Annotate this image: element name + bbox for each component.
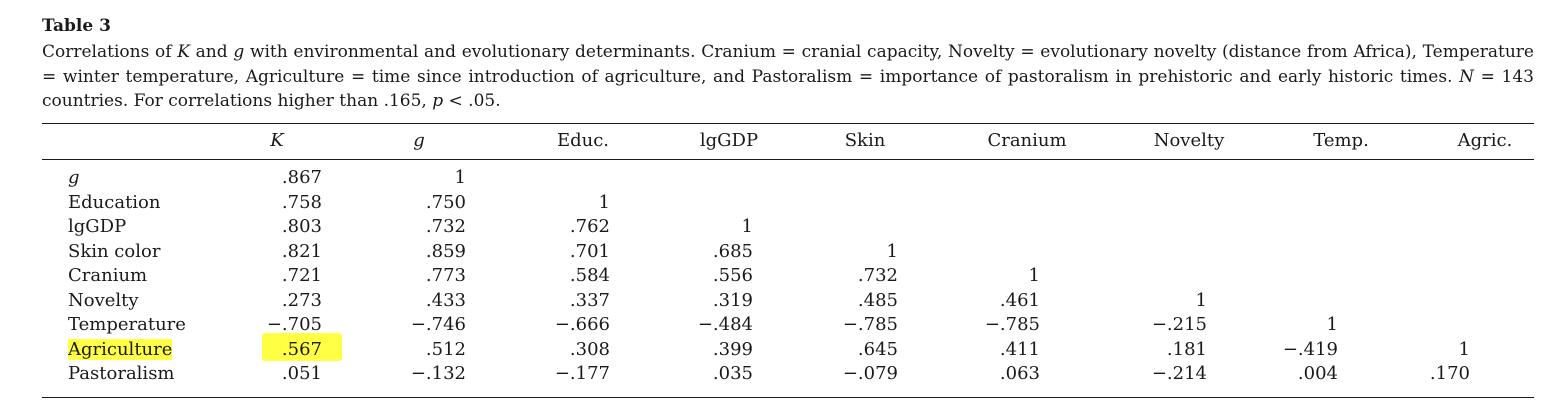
table-cell: .750 — [425, 191, 466, 213]
row-label: Novelty — [68, 289, 139, 311]
table-cell: −.215 — [1151, 314, 1207, 335]
table-cell: .732 — [425, 216, 466, 237]
table-cell: 1 — [1195, 289, 1207, 311]
header-rule — [42, 159, 1534, 160]
table-cell: .859 — [425, 240, 466, 262]
table-cell: −.079 — [842, 363, 898, 384]
table-cell: −.785 — [842, 314, 898, 335]
table-cell: .273 — [281, 289, 322, 311]
table-cell: 1 — [1326, 314, 1338, 335]
table-cell: .762 — [569, 216, 610, 237]
row-label: Skin color — [68, 240, 161, 262]
table-cell: −.785 — [984, 314, 1040, 335]
table-cell: .051 — [281, 363, 322, 384]
table-cell: .645 — [857, 338, 898, 360]
table-cell: .485 — [857, 289, 898, 311]
table-cell: .399 — [712, 338, 753, 360]
table-cell: .319 — [712, 289, 753, 311]
row-label: Cranium — [68, 265, 148, 286]
column-header: K — [270, 130, 284, 151]
table-cell: .773 — [425, 265, 466, 286]
table-cell: .063 — [999, 363, 1040, 384]
table-cell: .337 — [569, 289, 610, 311]
table-cell: −.666 — [554, 314, 610, 335]
row-label: Pastoralism — [68, 363, 175, 384]
table-cell: .803 — [281, 216, 322, 237]
table-cell: −.484 — [697, 314, 753, 335]
table-cell: .821 — [281, 240, 322, 262]
table-cell: .035 — [712, 363, 753, 384]
table-cell: −.177 — [554, 363, 610, 384]
table-cell: .308 — [569, 338, 610, 360]
table-cell: .512 — [425, 338, 466, 360]
row-label: Temperature — [68, 314, 186, 335]
column-header: lgGDP — [699, 130, 759, 151]
row-label: g — [68, 167, 80, 188]
table-cell: .584 — [569, 265, 610, 286]
table-cell: −.214 — [1151, 363, 1207, 384]
top-rule — [42, 123, 1534, 124]
column-header: Educ. — [556, 130, 610, 151]
table-cell: 1 — [886, 240, 898, 262]
bottom-rule — [42, 397, 1534, 398]
column-header: Novelty — [1153, 130, 1225, 151]
table-cell: .867 — [281, 167, 322, 188]
table-cell: .411 — [999, 338, 1040, 360]
table-cell: .556 — [712, 265, 753, 286]
column-header: Cranium — [987, 130, 1067, 151]
highlight-mark — [262, 333, 342, 361]
column-header: Skin — [844, 130, 886, 151]
table-cell: −.705 — [266, 314, 322, 335]
row-label: lgGDP — [68, 216, 127, 237]
row-label: Agriculture — [68, 338, 173, 360]
table-caption: Correlations of K and g with environment… — [42, 42, 1534, 111]
table-cell: .732 — [857, 265, 898, 286]
table-cell: .004 — [1297, 363, 1338, 384]
table-cell: .461 — [999, 289, 1040, 311]
table-cell: 1 — [598, 191, 610, 213]
table-cell: .701 — [569, 240, 610, 262]
table-cell: 1 — [454, 167, 466, 188]
table-label: Table 3 — [42, 16, 111, 36]
table-cell: .170 — [1429, 363, 1470, 384]
table-cell: .433 — [425, 289, 466, 311]
column-header: Temp. — [1313, 130, 1369, 151]
row-label: Education — [68, 191, 161, 213]
table-cell: .685 — [712, 240, 753, 262]
table-cell: −.746 — [410, 314, 466, 335]
table-cell: 1 — [1028, 265, 1040, 286]
table-cell: .567 — [281, 338, 322, 360]
table-cell: −.419 — [1282, 338, 1338, 360]
column-header: Agric. — [1457, 130, 1513, 151]
table-cell: .181 — [1166, 338, 1207, 360]
table-cell: 1 — [741, 216, 753, 237]
table-cell: −.132 — [410, 363, 466, 384]
table-cell: .721 — [281, 265, 322, 286]
table-cell: 1 — [1458, 338, 1470, 360]
column-header: g — [413, 130, 425, 151]
table-cell: .758 — [281, 191, 322, 213]
